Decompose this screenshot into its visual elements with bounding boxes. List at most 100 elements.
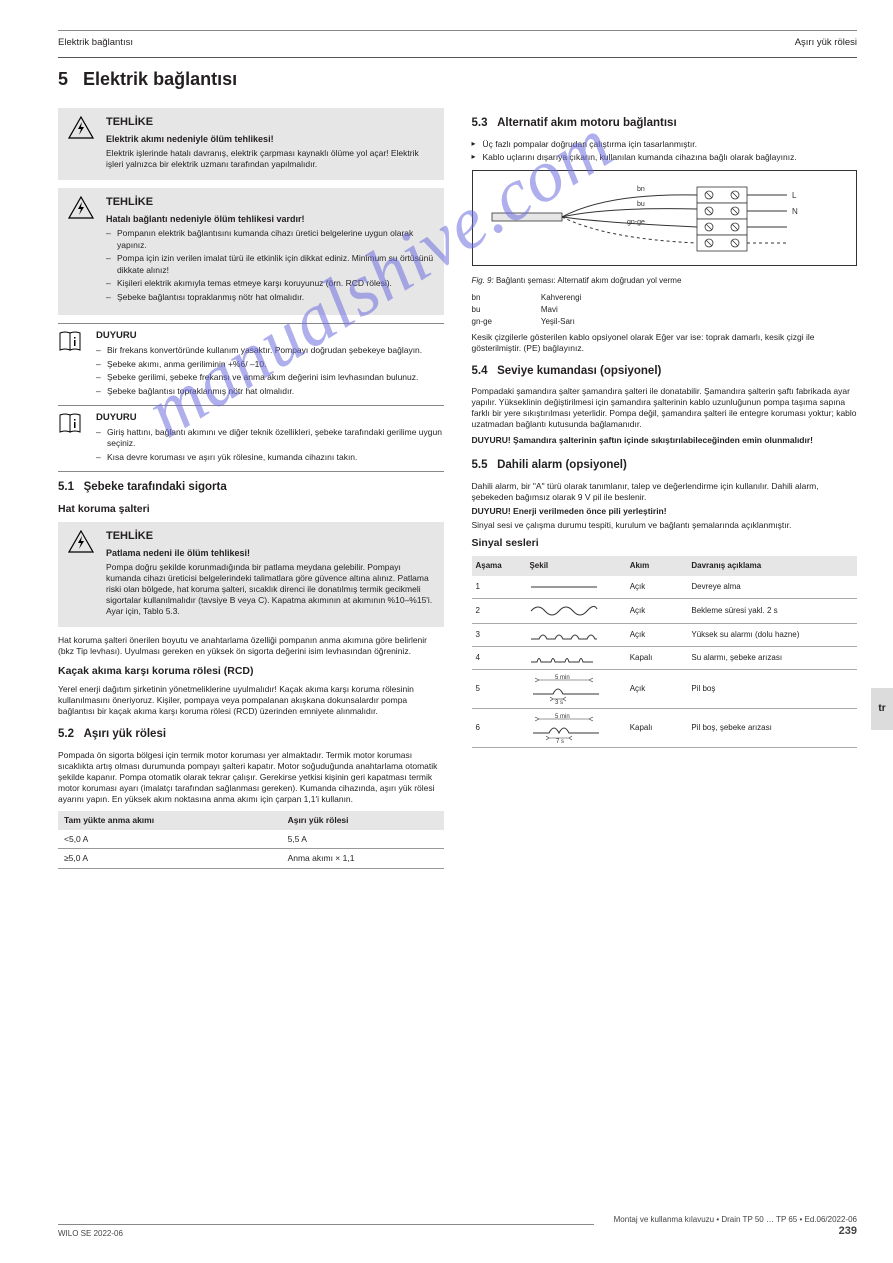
sub5-num: 5.4 <box>472 365 488 377</box>
danger1-label: TEHLİKE <box>106 116 434 130</box>
cell: Açık <box>626 670 688 709</box>
section-title: 5 Elektrik bağlantısı <box>58 68 857 91</box>
sub4-num: 5.3 <box>472 117 488 129</box>
hazard-electric-icon <box>68 116 94 140</box>
list-item: Pompa için izin verilen imalat türü ile … <box>106 253 434 276</box>
signal-shape <box>525 647 625 670</box>
hazard-electric-icon <box>68 196 94 220</box>
cell: Su alarmı, şebeke arızası <box>687 647 857 670</box>
cell: Yüksek su alarmı (dolu hazne) <box>687 624 857 647</box>
wiring-svg: L N bn bu gn-ge <box>487 183 827 253</box>
fig-cap-text: Bağlantı şeması: Alternatif akım doğruda… <box>496 276 681 285</box>
overload-text: Pompada ön sigorta bölgesi için termik m… <box>58 750 444 805</box>
signal-shape <box>525 599 625 624</box>
cell: Kapalı <box>626 709 688 748</box>
sub1-title: Şebeke tarafındaki sigorta <box>84 481 227 493</box>
danger3-label: TEHLİKE <box>106 530 434 544</box>
ac-bullets: Üç fazlı pompalar doğrudan çalıştırma iç… <box>472 139 858 164</box>
header-left: Elektrik bağlantısı <box>58 37 133 49</box>
sub-level: 5.4 Seviye kumandası (opsiyonel) <box>472 364 858 378</box>
sub5-title: Seviye kumandası (opsiyonel) <box>497 365 661 377</box>
legend-code: gn-ge <box>472 316 541 328</box>
sub-ac-motor: 5.3 Alternatif akım motoru bağlantısı <box>472 116 858 130</box>
legend-text: Yeşil-Sarı <box>541 316 857 328</box>
signal-table: Aşama Şekil Akım Davranış açıklama 1 Açı… <box>472 556 858 748</box>
section-num: 5 <box>58 69 68 89</box>
svg-text:L: L <box>792 191 797 200</box>
signal-row: 4 Kapalı Su alarmı, şebeke arızası <box>472 647 858 670</box>
note1-list: Bir frekans konvertöründe kullanım yasak… <box>96 345 444 397</box>
cell: Bekleme süresi yakl. 2 s <box>687 599 857 624</box>
svg-text:5 min: 5 min <box>555 675 570 681</box>
list-item: Şebeke bağlantısı topraklanmış nötr hat … <box>96 386 444 397</box>
note2-list: Giriş hattını, bağlantı akımını ve diğer… <box>96 427 444 463</box>
sub6-num: 5.5 <box>472 459 488 471</box>
cell: Pil boş <box>687 670 857 709</box>
legend-text: Mavi <box>541 304 857 316</box>
footer-doc: Montaj ve kullanma kılavuzu • Drain TP 5… <box>614 1215 857 1225</box>
t1-h1: Tam yükte anma akımı <box>58 811 282 830</box>
note-2: DUYURU Giriş hattını, bağlantı akımını v… <box>58 412 444 465</box>
list-item: Pompanın elektrik bağlantısını kumanda c… <box>106 228 434 251</box>
cell: Kapalı <box>626 647 688 670</box>
cell: Devreye alma <box>687 576 857 599</box>
list-item: Giriş hattını, bağlantı akımını ve diğer… <box>96 427 444 450</box>
alarm-text2: DUYURU! Enerji verilmeden önce pili yerl… <box>472 506 858 517</box>
sub-fuse: 5.1 Şebeke tarafındaki sigorta <box>58 480 444 494</box>
signal-shape: 5 min 3 s <box>525 670 625 709</box>
overload-table: Tam yükte anma akımı Aşırı yük rölesi <5… <box>58 811 444 869</box>
cell: 2 <box>472 599 526 624</box>
sub6-title: Dahili alarm (opsiyonel) <box>497 459 627 471</box>
rcd-text: Yerel enerji dağıtım şirketinin yönetmel… <box>58 684 444 717</box>
manual-icon <box>58 412 84 434</box>
legend-code: bn <box>472 292 541 304</box>
list-item: Bir frekans konvertöründe kullanım yasak… <box>96 345 444 356</box>
danger2-label: TEHLİKE <box>106 196 434 210</box>
t1-h2: Aşırı yük rölesi <box>282 811 444 830</box>
legend-table: bnKahverengi buMavi gn-geYeşil-Sarı <box>472 292 858 328</box>
danger-box-2: TEHLİKE Hatalı bağlantı nedeniyle ölüm t… <box>58 188 444 315</box>
cell: Açık <box>626 576 688 599</box>
left-column: TEHLİKE Elektrik akımı nedeniyle ölüm te… <box>58 108 444 869</box>
danger2-list: Pompanın elektrik bağlantısını kumanda c… <box>106 228 434 303</box>
th-current: Akım <box>626 556 688 576</box>
danger-box-3: TEHLİKE Patlama nedeni ile ölüm tehlikes… <box>58 522 444 627</box>
fig-caption: Fig. 9: Bağlantı şeması: Alternatif akım… <box>472 276 858 286</box>
sub3-title: Aşırı yük rölesi <box>84 728 166 740</box>
level-sub: DUYURU! Şamandıra şalterinin şaftın için… <box>472 435 858 446</box>
legend-text: Kahverengi <box>541 292 857 304</box>
th-shape: Şekil <box>525 556 625 576</box>
signal-shape <box>525 576 625 599</box>
sub-alarm: 5.5 Dahili alarm (opsiyonel) <box>472 458 858 472</box>
legend-foot-code: Kesik çizgilerle gösterilen kablo opsiyo… <box>472 332 654 342</box>
header-right: Aşırı yük rölesi <box>795 37 857 49</box>
svg-text:3 s: 3 s <box>555 700 563 704</box>
svg-text:gn-ge: gn-ge <box>627 219 645 226</box>
cell: 4 <box>472 647 526 670</box>
list-item: Şebeke bağlantısı topraklanmış nötr hat … <box>106 292 434 303</box>
rcd-heading: Kaçak akıma karşı koruma rölesi (RCD) <box>58 665 444 678</box>
cell: 5 <box>472 670 526 709</box>
hazard-electric-icon <box>68 530 94 554</box>
page-footer: WILO SE 2022-06 Montaj ve kullanma kılav… <box>58 1215 857 1239</box>
legend-footnote: Kesik çizgilerle gösterilen kablo opsiyo… <box>472 332 858 354</box>
alarm-text1: Dahili alarm, bir "A" türü olarak tanıml… <box>472 481 858 503</box>
signal-row: 3 Açık Yüksek su alarmı (dolu hazne) <box>472 624 858 647</box>
svg-text:bn: bn <box>637 186 645 193</box>
svg-text:5 min: 5 min <box>555 714 570 720</box>
t1-r1c1: <5,0 A <box>58 830 282 849</box>
cell: 6 <box>472 709 526 748</box>
sub-overload: 5.2 Aşırı yük rölesi <box>58 727 444 741</box>
signal-row: 5 5 min 3 s Açı <box>472 670 858 709</box>
list-item: Şebeke akımı, anma geriliminin +%6/ –10. <box>96 359 444 370</box>
breaker-text: Hat koruma şalteri önerilen boyutu ve an… <box>58 635 444 657</box>
footer-left: WILO SE 2022-06 <box>58 1229 123 1238</box>
note-1: DUYURU Bir frekans konvertöründe kullanı… <box>58 330 444 399</box>
level-text: Pompadaki şamandıra şalter şamandıra şal… <box>472 386 858 430</box>
danger-box-1: TEHLİKE Elektrik akımı nedeniyle ölüm te… <box>58 108 444 180</box>
signal-row: 6 5 min 7 s Kap <box>472 709 858 748</box>
cell: 3 <box>472 624 526 647</box>
danger3-subtitle: Patlama nedeni ile ölüm tehlikesi! <box>106 548 434 559</box>
signal-shape <box>525 624 625 647</box>
page-number: 239 <box>614 1225 857 1239</box>
